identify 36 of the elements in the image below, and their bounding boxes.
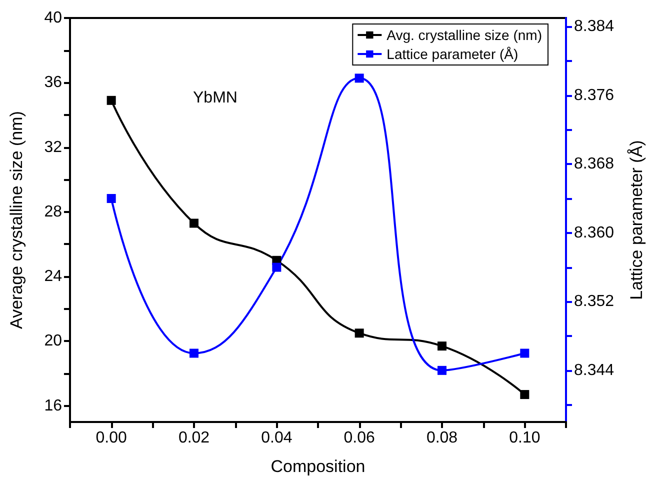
point (438, 342, 446, 351)
point (272, 262, 282, 272)
y-tick-label: 16 (44, 397, 62, 414)
y2-tick-label: 8.376 (574, 86, 614, 104)
y2-axis-title: Lattice parameter (Å) (627, 140, 646, 300)
y2-tick-label: 8.352 (574, 293, 614, 310)
point (190, 218, 198, 228)
y-axis-title: Average crystalline size (nm) (7, 111, 26, 329)
y-tick-label: 32 (44, 138, 62, 156)
y2-tick-label: 8.368 (574, 156, 614, 173)
annotation: YbMN (193, 90, 238, 106)
point (354, 328, 364, 338)
y-tick-label: 40 (44, 10, 62, 26)
y-tick-label: 36 (44, 74, 62, 92)
y2-tick-label: 8.344 (574, 362, 614, 379)
point (354, 74, 364, 83)
y-tick-label: 24 (44, 268, 62, 286)
y-tick-label: 28 (44, 203, 62, 220)
y2-tick-label: 8.360 (574, 224, 614, 242)
x-tick-label: 0.02 (178, 430, 210, 446)
x-tick-label: 0.06 (344, 430, 376, 446)
point (438, 366, 446, 375)
x-tick-label: 0.04 (261, 430, 292, 446)
point (190, 348, 198, 358)
x-axis-title: Composition (270, 457, 366, 476)
x-tick-label: 0.08 (426, 430, 458, 446)
legend-label: Avg. crystalline size (nm) (386, 27, 542, 43)
y-tick-label: 20 (44, 332, 62, 350)
point (520, 390, 530, 400)
y2-tick-label: 8.384 (574, 18, 614, 36)
point (520, 348, 530, 358)
x-tick-label: 0.10 (509, 430, 540, 446)
x-tick-label: 0.00 (96, 430, 128, 446)
point (106, 96, 116, 105)
point (106, 194, 116, 204)
legend-label: Lattice parameter (Å) (386, 46, 518, 62)
